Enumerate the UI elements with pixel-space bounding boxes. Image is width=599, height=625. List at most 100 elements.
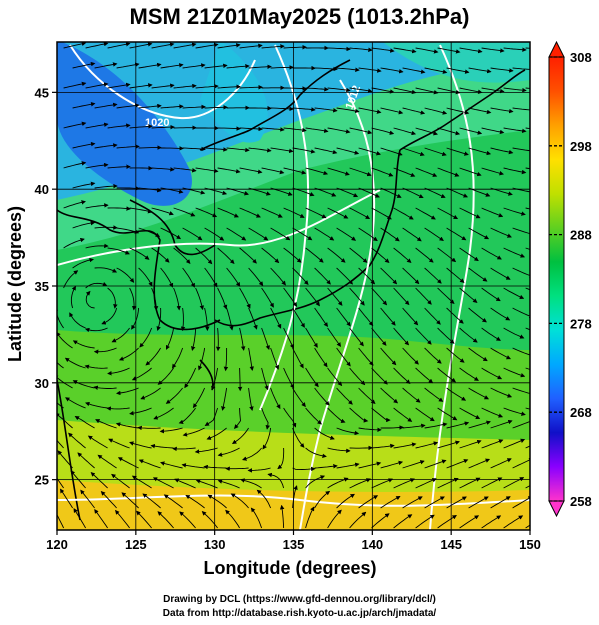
wind-streamline [63, 121, 87, 129]
wind-streamline [270, 387, 281, 410]
wind-streamline [371, 207, 392, 220]
wind-streamline [195, 167, 219, 174]
x-tick-label: 145 [440, 537, 462, 552]
wind-streamline [107, 287, 118, 309]
wind-streamline [72, 61, 96, 69]
wind-streamline [512, 107, 530, 111]
wind-streamline [371, 167, 394, 177]
wind-streamline [525, 327, 530, 331]
wind-streamline [415, 407, 435, 422]
wind-streamline [393, 287, 410, 306]
wind-streamline [279, 504, 285, 529]
wind-streamline [393, 407, 413, 422]
wind-streamline [305, 327, 318, 348]
wind-streamline [292, 485, 298, 509]
isobar-south [57, 494, 530, 507]
wind-streamline [217, 43, 241, 49]
wind-streamline [85, 42, 109, 49]
wind-streamline [93, 385, 117, 390]
wind-streamline [72, 340, 95, 349]
wind-streamline [349, 511, 367, 529]
wind-streamline [140, 387, 161, 400]
wind-streamline [481, 287, 501, 302]
colorbar: 308 298 288 278 268 258 [548, 40, 592, 518]
wind-streamline [221, 387, 228, 411]
wind-streamline [239, 247, 257, 264]
wind-streamline [97, 454, 117, 469]
wind-streamline [402, 307, 419, 326]
wind-streamline [283, 327, 294, 349]
wind-streamline [292, 347, 304, 369]
wind-streamline [261, 407, 270, 430]
wind-streamline [72, 257, 94, 269]
wind-streamline [525, 367, 530, 370]
wind-streamline [108, 438, 130, 449]
wind-streamline [327, 447, 351, 454]
wind-streamline [349, 207, 371, 220]
wind-streamline [195, 479, 218, 489]
wind-streamline [525, 445, 530, 449]
wind-streamline [283, 247, 302, 263]
wind-streamline [138, 62, 162, 69]
wind-streamline [165, 327, 175, 350]
wind-streamline [305, 127, 329, 133]
wind-streamline [150, 443, 174, 449]
wind-streamline [107, 123, 131, 129]
wind-streamline [138, 227, 161, 237]
wind-streamline [371, 47, 395, 53]
wind-streamline [184, 367, 197, 389]
hokkaido-coastline [399, 69, 526, 151]
wind-streamline [85, 203, 109, 209]
wind-streamline [424, 347, 442, 364]
wind-streamline [503, 127, 527, 134]
wind-streamline [182, 63, 206, 69]
wind-streamline [503, 247, 526, 258]
wind-streamline [358, 267, 376, 285]
wind-streamline [525, 47, 530, 49]
wind-streamline [349, 327, 364, 347]
wind-streamline [270, 347, 280, 370]
wind-streamline [117, 457, 139, 469]
wind-streamline [468, 67, 492, 74]
wind-streamline [116, 267, 135, 283]
wind-streamline [402, 387, 421, 403]
wind-streamline [116, 103, 140, 109]
wind-streamline [437, 247, 457, 263]
wind-streamline [380, 460, 404, 469]
wind-streamline [393, 478, 415, 489]
wind-streamline [101, 307, 118, 325]
wind-streamline [60, 488, 73, 509]
wind-streamline [248, 347, 254, 371]
wind-streamline [185, 494, 205, 509]
wind-streamline [248, 64, 272, 69]
wind-streamline [371, 327, 387, 346]
wind-streamline [468, 387, 490, 400]
wind-streamline [239, 287, 251, 309]
wind-streamline [415, 167, 438, 177]
wind-streamline [195, 207, 218, 218]
wind-streamline [446, 459, 469, 469]
wind-streamline [115, 422, 139, 429]
wind-streamline [371, 443, 395, 449]
wind-streamline [327, 167, 350, 176]
map-title: MSM 21Z01May2025 (1013.2hPa) [129, 4, 470, 29]
wind-streamline [481, 247, 502, 260]
wind-streamline [261, 287, 274, 308]
wind-streamline [481, 515, 502, 529]
wind-streamline [393, 247, 412, 263]
wind-streamline [437, 440, 460, 449]
wind-streamline [402, 460, 425, 469]
wind-streamline [204, 407, 219, 426]
wind-streamline [178, 407, 196, 424]
wind-streamline [393, 127, 417, 136]
wind-streamline [446, 227, 467, 241]
wind-streamline [63, 161, 87, 169]
wind-streamline [380, 347, 397, 366]
wind-streamline [136, 510, 152, 529]
wind-streamline [77, 452, 95, 469]
wind-streamline [85, 162, 109, 169]
wind-streamline [512, 496, 530, 509]
wind-streamline [327, 247, 346, 263]
wind-streamline [314, 464, 338, 469]
wind-streamline [94, 143, 118, 149]
